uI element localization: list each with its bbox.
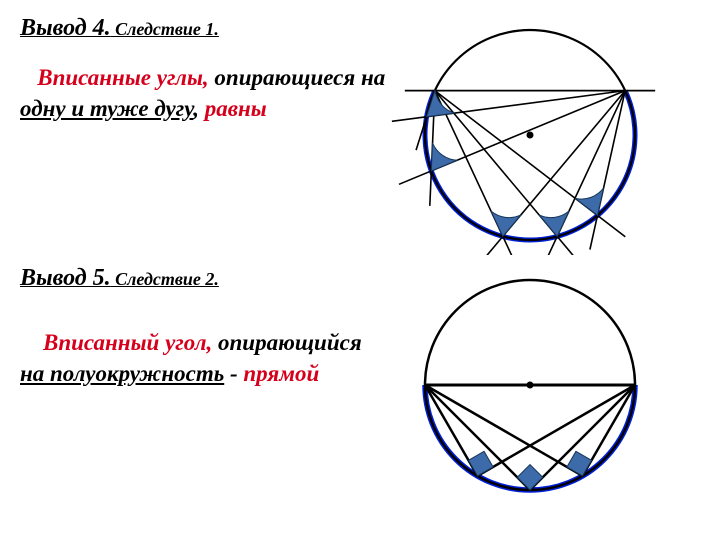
text-col-1: Вывод 4. Следствие 1. Вписанные углы, оп… [20,15,390,124]
section-2: Вывод 5. Следствие 2. Вписанный угол, оп… [20,265,700,505]
heading-main-1: Вывод 4. [20,15,111,41]
diagram-1 [390,15,670,255]
t1-p1: Вписанные углы, [37,65,208,90]
heading-sub-1: Следствие 1. [111,19,219,39]
t2-p4: - [224,361,243,386]
heading-2: Вывод 5. Следствие 2. [20,265,390,292]
t2-p3: на полуокружность [20,361,224,386]
t1-p3: одну и туже дугу [20,96,193,121]
heading-1: Вывод 4. Следствие 1. [20,15,390,42]
t2-p5: прямой [243,361,319,386]
theorem-1: Вписанные углы, опирающиеся на одну и ту… [20,62,390,124]
heading-main-2: Вывод 5. [20,265,111,291]
diagram-col-2 [390,265,670,505]
t1-p4: , [193,96,205,121]
heading-sub-2: Следствие 2. [111,269,219,289]
section-1: Вывод 4. Следствие 1. Вписанные углы, оп… [20,15,700,255]
diagram-col-1 [390,15,670,255]
t2-p1: Вписанный угол, [43,330,212,355]
text-col-2: Вывод 5. Следствие 2. Вписанный угол, оп… [20,265,390,389]
t2-p2: опирающийся [212,330,361,355]
theorem-2: Вписанный угол, опирающийся на полуокруж… [20,327,390,389]
diagram-2 [390,265,670,505]
t1-p5: равны [205,96,267,121]
t1-p2: опирающиеся на [209,65,386,90]
